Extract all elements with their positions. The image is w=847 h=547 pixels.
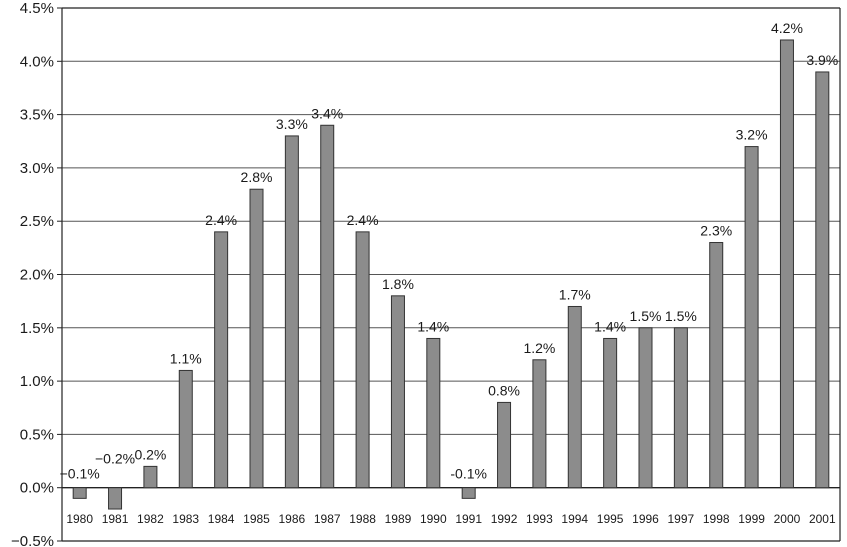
data-label-1989: 1.8% — [382, 276, 414, 292]
bar-1992 — [497, 401, 512, 489]
bar-1994 — [567, 305, 582, 489]
x-category-label: 1997 — [668, 512, 695, 526]
x-category-label: 1983 — [172, 512, 199, 526]
x-category-label: 1993 — [526, 512, 553, 526]
data-label-1983: 1.1% — [170, 350, 202, 366]
y-tick-label: 3.0% — [20, 160, 54, 177]
bar-1984 — [214, 231, 229, 489]
bar-1991 — [461, 487, 476, 499]
y-tick-label: 0.0% — [20, 480, 54, 497]
data-label-1996: 1.5% — [630, 308, 662, 324]
x-category-label: 1988 — [349, 512, 376, 526]
data-label-1991: -0.1% — [450, 466, 487, 482]
x-category-label: 2000 — [774, 512, 801, 526]
y-tick-label: 1.0% — [20, 373, 54, 390]
bar-1985 — [249, 188, 264, 489]
y-tick-label: 1.5% — [20, 320, 54, 337]
data-label-1993: 1.2% — [523, 340, 555, 356]
bar-2001 — [815, 71, 830, 489]
x-category-label: 1981 — [102, 512, 129, 526]
data-label-1986: 3.3% — [276, 116, 308, 132]
data-label-1995: 1.4% — [594, 318, 626, 334]
bar-1981 — [108, 487, 123, 510]
y-tick-label: 0.5% — [20, 426, 54, 443]
x-category-label: 1998 — [703, 512, 730, 526]
data-label-1982: 0.2% — [134, 446, 166, 462]
bar-1983 — [178, 369, 193, 489]
x-category-label: 1980 — [66, 512, 93, 526]
y-tick-label: 4.0% — [20, 53, 54, 70]
data-label-2001: 3.9% — [806, 52, 838, 68]
x-category-label: 2001 — [809, 512, 836, 526]
bar-1997 — [673, 327, 688, 489]
data-label-1997: 1.5% — [665, 308, 697, 324]
data-label-1999: 3.2% — [736, 127, 768, 143]
data-label-1985: 2.8% — [241, 169, 273, 185]
bar-1995 — [603, 337, 618, 489]
y-tick-label: 3.5% — [20, 107, 54, 124]
x-category-label: 1999 — [738, 512, 765, 526]
bar-1989 — [390, 295, 405, 489]
x-category-label: 1986 — [279, 512, 306, 526]
x-category-label: 1992 — [491, 512, 518, 526]
x-category-label: 1995 — [597, 512, 624, 526]
bar-1980 — [72, 487, 87, 499]
bar-1990 — [426, 337, 441, 489]
data-labels: −0.1%−0.2% 0.2% 1.1% 2.4% 2.8% 3.3%3.4% 2.4% 1.… — [60, 20, 839, 482]
y-tick-label: 2.0% — [20, 267, 54, 284]
data-label-1998: 2.3% — [700, 223, 732, 239]
x-category-label: 1984 — [208, 512, 235, 526]
data-label-1984: 2.4% — [205, 212, 237, 228]
x-category-labels: 1980 1981 1982 1983 1984 1985 1986 1987 1988 1989… — [66, 512, 836, 526]
data-label-1988: 2.4% — [347, 212, 379, 228]
y-tick-labels: 4.5% 4.0% 3.5% 3.0% 2.5% 2.0% 1.5% 1.0% 0.5% 0.0%… — [11, 0, 54, 547]
x-category-label: 1985 — [243, 512, 270, 526]
bar-1986 — [284, 135, 299, 489]
data-label-2000: 4.2% — [771, 20, 803, 36]
grid-lines — [62, 7, 840, 435]
bar-2000 — [779, 39, 794, 489]
bar-1999 — [744, 146, 759, 489]
data-label-1987: 3.4% — [311, 105, 343, 121]
data-label-1992: 0.8% — [488, 382, 520, 398]
data-label-1980: −0.1% — [60, 466, 100, 482]
data-label-1981: −0.2% — [95, 451, 135, 467]
y-tick-label: −0.5% — [11, 533, 54, 547]
x-category-label: 1991 — [455, 512, 482, 526]
bar-1988 — [355, 231, 370, 489]
x-category-label: 1994 — [561, 512, 588, 526]
bar-1996 — [638, 327, 653, 489]
y-tick-label: 4.5% — [20, 0, 54, 17]
x-category-label: 1990 — [420, 512, 447, 526]
x-category-label: 1987 — [314, 512, 341, 526]
bars — [72, 39, 830, 510]
x-category-label: 1982 — [137, 512, 164, 526]
y-tick-label: 2.5% — [20, 213, 54, 230]
data-label-1994: 1.7% — [559, 286, 591, 302]
x-category-label: 1996 — [632, 512, 659, 526]
data-label-1990: 1.4% — [417, 318, 449, 334]
bar-1993 — [532, 359, 547, 489]
bar-1987 — [320, 124, 335, 489]
bar-1998 — [709, 242, 724, 489]
bar-1982 — [143, 465, 158, 489]
x-category-label: 1989 — [385, 512, 412, 526]
